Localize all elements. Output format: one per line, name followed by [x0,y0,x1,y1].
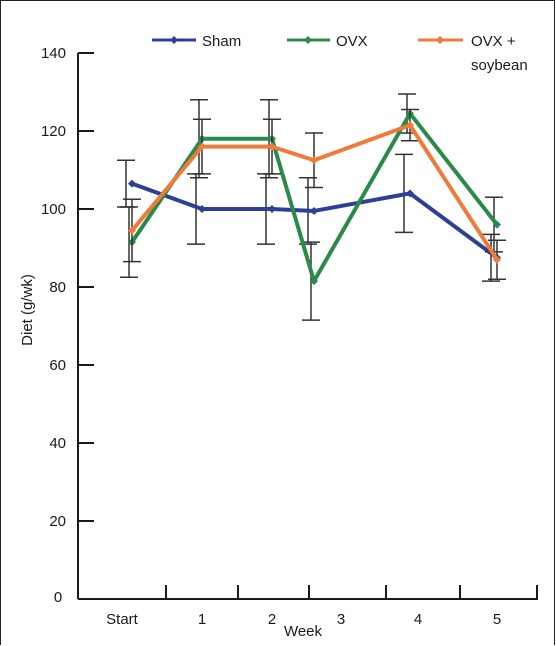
y-tick-label-20: 20 [49,513,66,530]
x-tick-label-3: 3 [337,611,345,628]
legend-item-ovx: OVX [287,33,368,50]
y-tick-label-60: 60 [49,357,66,374]
data-point-ovx-5 [493,220,501,229]
data-point-ovx-soybean-2 [268,142,276,151]
x-tick-label-1: 1 [198,611,206,628]
legend-label-sham: Sham [202,33,241,50]
series-line-ovx [130,111,499,284]
legend-marker-ovx [304,36,312,44]
legend-marker-ovx-soybean [436,36,444,44]
y-tick-label-140: 140 [41,45,66,62]
y-zero-label: 0 [54,589,62,606]
legend-item-ovx-soybean: OVX + soybean [418,33,528,74]
data-point-sham-4 [406,189,414,198]
legend-marker-sham [170,36,178,44]
x-axis-ticks: Start 1 2 3 4 5 [106,585,538,628]
data-point-ovx-soybean-3 [310,156,318,165]
x-axis-title: Week [284,623,323,640]
series-lines [117,93,506,321]
data-point-sham-3 [310,206,318,215]
y-tick-label-100: 100 [41,201,66,218]
y-tick-label-120: 120 [41,123,66,140]
x-tick-label-Start: Start [106,611,139,628]
y-tick-label-40: 40 [49,435,66,452]
x-tick-label-4: 4 [414,611,422,628]
data-point-ovx-soybean-4 [406,121,414,130]
legend: Sham OVX OVX + soybean [152,33,528,74]
series-line-sham [130,181,499,260]
legend-label-ovx: OVX [336,33,368,50]
x-tick-label-5: 5 [493,611,501,628]
data-point-ovx-soybean-0 [128,226,136,235]
axes [77,53,538,600]
y-axis-title: Diet (g/wk) [19,274,36,346]
data-point-sham-2 [268,205,276,213]
data-point-sham-1 [198,205,206,213]
data-point-ovx-soybean-1 [198,142,206,151]
series-ovx [120,93,503,321]
x-tick-label-2: 2 [268,611,276,628]
y-axis-ticks: 20 40 60 80 100 120 140 [41,45,94,530]
data-point-sham-0 [128,179,136,188]
series-ovx-soybean [123,108,506,280]
data-point-ovx-3 [310,277,318,286]
series-line-ovx-soybean [130,123,499,262]
legend-label-ovx-soybean-2: soybean [471,57,528,74]
data-point-ovx-soybean-5 [493,255,501,264]
legend-item-sham: Sham [152,33,241,50]
legend-label-ovx-soybean-1: OVX + [471,33,516,50]
y-tick-label-80: 80 [49,279,66,296]
